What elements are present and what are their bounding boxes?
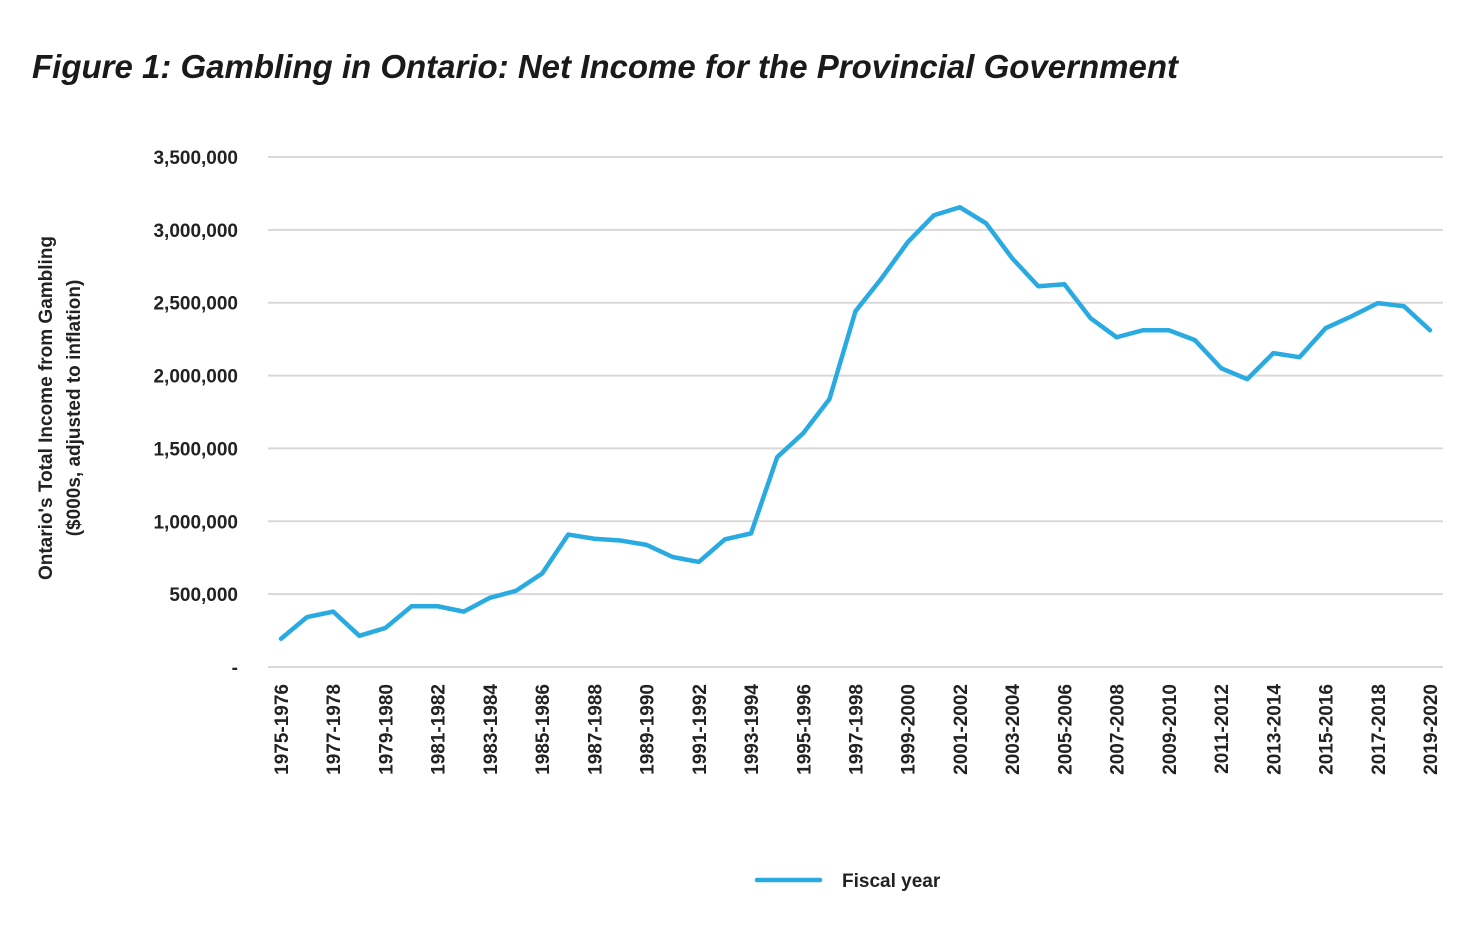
x-tick-label: 2005-2006 — [1055, 684, 1076, 775]
x-tick-label: 1987-1988 — [585, 684, 606, 775]
series-line — [278, 205, 1433, 641]
x-tick-label: 1979-1980 — [376, 684, 397, 775]
x-tick-label: 2003-2004 — [1003, 684, 1024, 775]
x-tick-label: 1983-1984 — [481, 684, 502, 775]
x-tick-label: 1975-1976 — [272, 684, 293, 775]
x-tick-label: 1991-1992 — [690, 684, 711, 775]
x-tick-label: 2009-2010 — [1160, 684, 1181, 775]
y-tick-label: 1,500,000 — [153, 439, 238, 460]
x-tick-label: 2011-2012 — [1212, 684, 1233, 774]
x-tick-label: 2015-2016 — [1317, 684, 1338, 775]
x-tick-label: 1997-1998 — [847, 684, 868, 775]
x-tick-label: 2007-2008 — [1108, 684, 1129, 775]
y-tick-label: 2,500,000 — [153, 294, 238, 315]
x-tick-label: 2019-2020 — [1421, 684, 1442, 775]
y-axis-label: Ontario's Total Income from Gambling — [36, 236, 57, 580]
y-tick-label: 1,000,000 — [153, 512, 238, 533]
x-tick-label: 1993-1994 — [742, 684, 763, 775]
x-tick-label: 2013-2014 — [1264, 684, 1285, 775]
y-tick-label: 500,000 — [169, 585, 238, 606]
x-tick-label: 2001-2002 — [951, 684, 972, 775]
x-tick-label: 1981-1982 — [429, 684, 450, 775]
y-tick-label: - — [232, 658, 238, 679]
y-axis-label-units: ($000s, adjusted to inflation) — [64, 280, 85, 537]
chart-title: Figure 1: Gambling in Ontario: Net Incom… — [32, 48, 1178, 85]
y-tick-label: 3,500,000 — [153, 148, 238, 169]
x-tick-label: 1985-1986 — [533, 684, 554, 775]
legend-label: Fiscal year — [842, 871, 941, 892]
x-tick-label: 1989-1990 — [638, 684, 659, 775]
x-tick-label: 2017-2018 — [1369, 684, 1390, 775]
x-tick-label: 1977-1978 — [324, 684, 345, 775]
y-tick-label: 3,000,000 — [153, 221, 238, 242]
y-tick-label: 2,000,000 — [153, 367, 238, 388]
x-tick-label: 1999-2000 — [899, 684, 920, 775]
x-tick-label: 1995-1996 — [794, 684, 815, 775]
